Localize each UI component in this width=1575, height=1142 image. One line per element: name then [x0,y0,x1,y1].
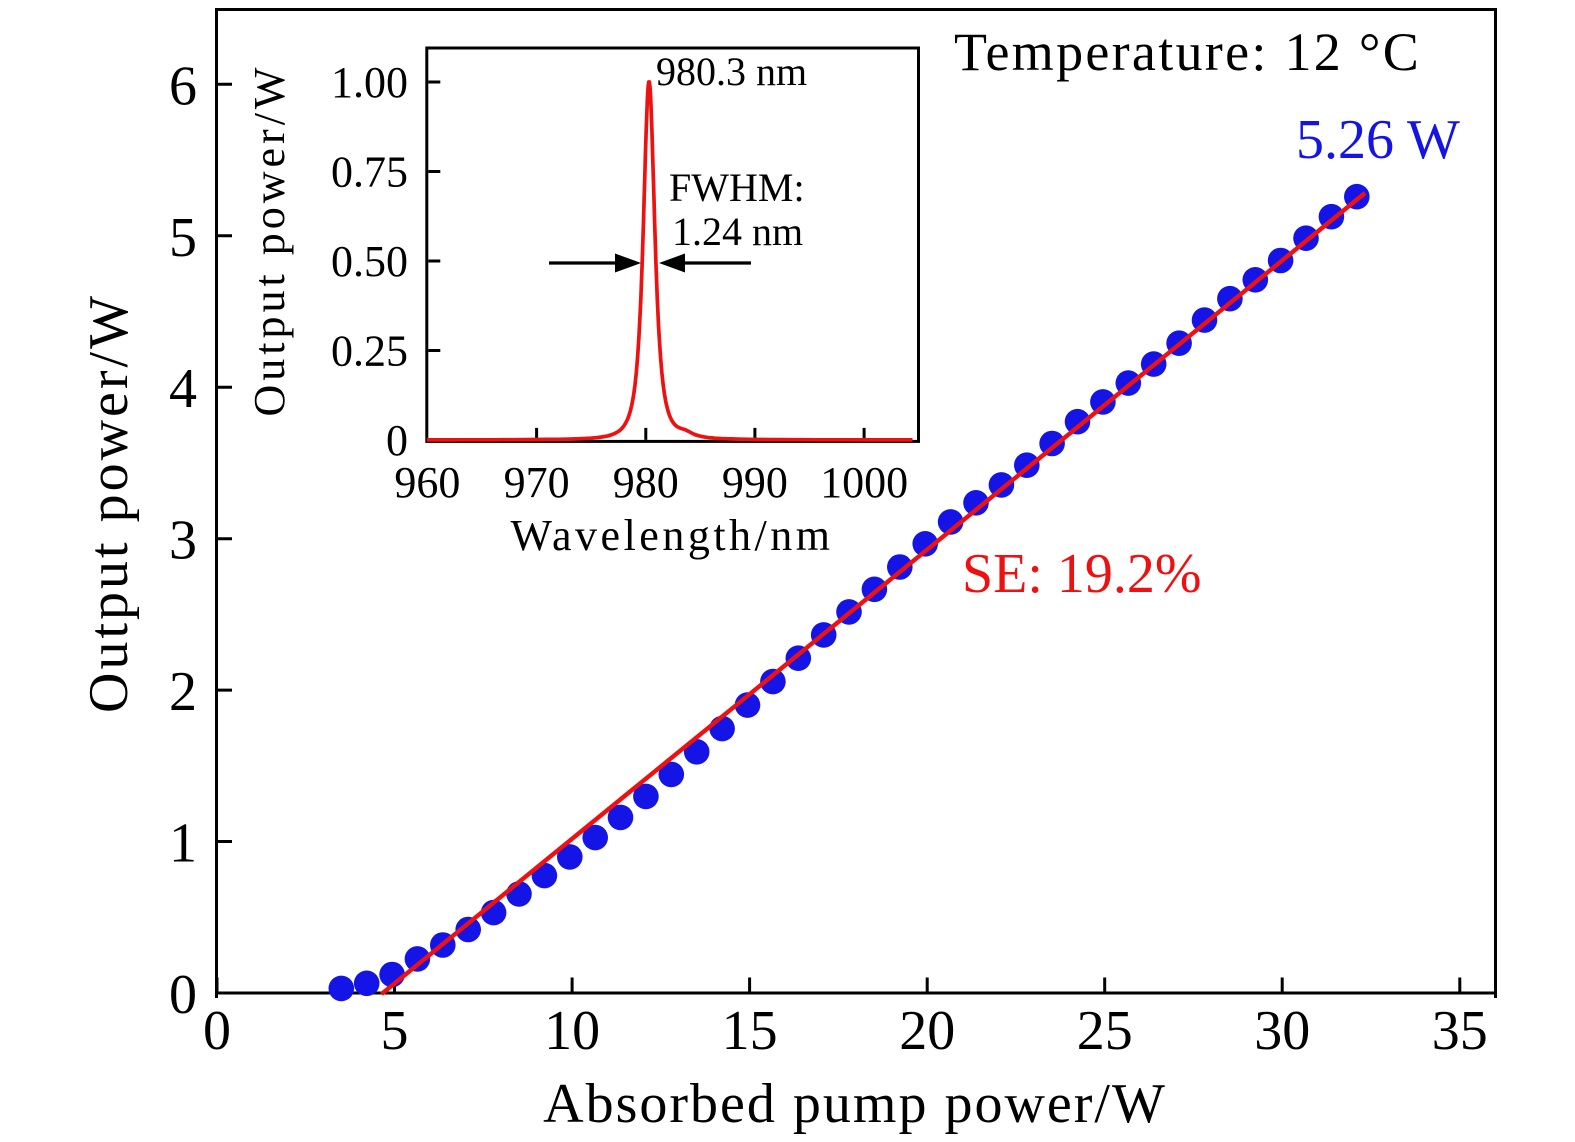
svg-text:4: 4 [169,358,197,420]
svg-text:2: 2 [169,661,197,723]
svg-text:0: 0 [203,1000,231,1062]
svg-text:1000: 1000 [820,458,908,507]
svg-text:Wavelength/nm: Wavelength/nm [511,511,834,560]
svg-text:990: 990 [722,458,788,507]
svg-text:5: 5 [169,207,197,269]
svg-text:980.3 nm: 980.3 nm [656,49,807,94]
svg-text:0: 0 [169,964,197,1026]
svg-text:10: 10 [544,1000,600,1062]
svg-text:FWHM:: FWHM: [669,165,805,210]
svg-text:25: 25 [1077,1000,1133,1062]
svg-text:35: 35 [1432,1000,1488,1062]
svg-text:0: 0 [386,416,408,465]
svg-text:0.50: 0.50 [331,237,408,286]
svg-text:Output power/W: Output power/W [245,64,294,417]
svg-text:Absorbed pump power/W: Absorbed pump power/W [543,1073,1167,1135]
svg-text:980: 980 [613,458,679,507]
svg-text:30: 30 [1254,1000,1310,1062]
svg-text:3: 3 [169,510,197,572]
svg-text:20: 20 [899,1000,955,1062]
svg-text:SE: 19.2%: SE: 19.2% [962,543,1202,605]
svg-text:1.24 nm: 1.24 nm [672,209,803,254]
svg-text:Output power/W: Output power/W [78,293,140,713]
svg-text:6: 6 [169,55,197,117]
svg-text:5.26 W: 5.26 W [1296,109,1460,171]
svg-text:0.75: 0.75 [331,148,408,197]
svg-text:Temperature: 12 °C: Temperature: 12 °C [954,22,1421,82]
svg-text:970: 970 [504,458,570,507]
svg-text:5: 5 [381,1000,409,1062]
svg-text:15: 15 [722,1000,778,1062]
svg-text:1.00: 1.00 [331,58,408,107]
svg-text:0.25: 0.25 [331,327,408,376]
svg-text:960: 960 [394,458,460,507]
svg-text:1: 1 [169,813,197,875]
